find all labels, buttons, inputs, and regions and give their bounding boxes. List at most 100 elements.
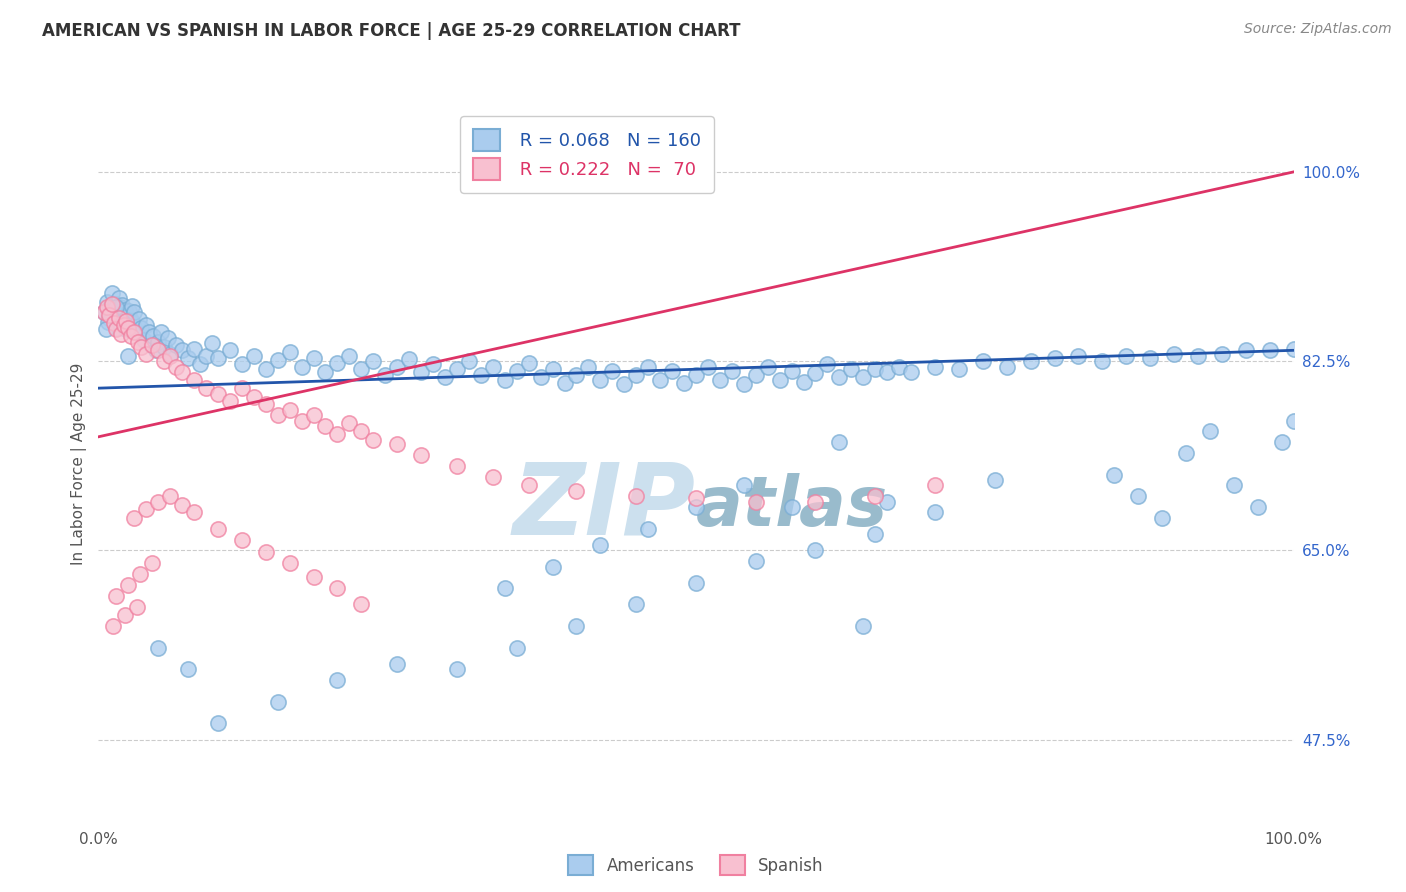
Point — [104, 297, 127, 311]
Point — [481, 470, 505, 484]
Point — [94, 321, 117, 335]
Point — [1222, 478, 1246, 492]
Point — [183, 506, 205, 520]
Point — [122, 316, 145, 330]
Text: Source: ZipAtlas.com: Source: ZipAtlas.com — [1244, 22, 1392, 37]
Point — [411, 365, 433, 379]
Point — [98, 308, 121, 322]
Point — [125, 599, 148, 614]
Point — [112, 316, 135, 330]
Point — [124, 305, 146, 319]
Point — [156, 331, 179, 345]
Point — [110, 327, 132, 342]
Point — [177, 662, 200, 676]
Point — [194, 349, 218, 363]
Point — [626, 489, 648, 503]
Y-axis label: In Labor Force | Age 25-29: In Labor Force | Age 25-29 — [72, 363, 87, 565]
Point — [183, 372, 205, 386]
Point — [1271, 435, 1294, 450]
Point — [411, 448, 433, 462]
Point — [107, 310, 129, 325]
Point — [103, 316, 125, 330]
Point — [302, 351, 325, 365]
Point — [278, 557, 301, 571]
Point — [326, 426, 349, 441]
Point — [446, 361, 468, 376]
Point — [96, 300, 118, 314]
Point — [128, 312, 150, 326]
Point — [626, 368, 648, 383]
Point — [602, 364, 624, 378]
Point — [98, 308, 122, 322]
Point — [470, 368, 492, 383]
Point — [589, 538, 612, 552]
Point — [98, 300, 122, 314]
Point — [165, 338, 187, 352]
Point — [374, 368, 396, 383]
Point — [117, 578, 139, 592]
Point — [924, 506, 946, 520]
Point — [863, 361, 887, 376]
Point — [685, 500, 707, 514]
Point — [142, 329, 165, 343]
Point — [278, 345, 301, 359]
Point — [363, 433, 385, 447]
Point — [756, 359, 779, 374]
Point — [804, 543, 827, 558]
Point — [804, 494, 827, 508]
Point — [129, 567, 152, 582]
Point — [1246, 500, 1268, 514]
Point — [194, 381, 218, 395]
Point — [745, 368, 768, 383]
Point — [350, 425, 373, 439]
Point — [541, 361, 564, 376]
Point — [207, 386, 229, 401]
Point — [278, 402, 301, 417]
Point — [103, 316, 125, 330]
Point — [733, 376, 755, 391]
Point — [900, 365, 922, 379]
Point — [165, 359, 187, 374]
Point — [112, 318, 135, 333]
Point — [120, 329, 142, 343]
Point — [529, 370, 551, 384]
Point — [93, 305, 115, 319]
Point — [207, 522, 229, 536]
Point — [1115, 349, 1137, 363]
Point — [267, 408, 290, 422]
Point — [995, 359, 1018, 374]
Point — [576, 359, 599, 374]
Point — [648, 372, 672, 386]
Point — [107, 307, 129, 321]
Point — [446, 458, 468, 473]
Point — [141, 338, 163, 352]
Point — [1102, 467, 1125, 482]
Point — [589, 372, 612, 386]
Point — [172, 365, 194, 379]
Point — [105, 320, 128, 334]
Point — [721, 364, 744, 378]
Point — [339, 416, 360, 430]
Point — [110, 310, 132, 325]
Point — [385, 657, 409, 671]
Point — [254, 545, 277, 559]
Point — [517, 478, 540, 492]
Point — [148, 494, 170, 508]
Point — [100, 285, 122, 300]
Point — [1211, 346, 1233, 360]
Point — [815, 357, 838, 371]
Point — [422, 357, 444, 371]
Point — [153, 340, 176, 354]
Point — [780, 364, 803, 378]
Point — [115, 314, 138, 328]
Point — [315, 419, 337, 434]
Point — [1019, 354, 1042, 368]
Point — [132, 333, 155, 347]
Point — [115, 321, 138, 335]
Point — [804, 366, 827, 380]
Point — [148, 640, 170, 655]
Point — [114, 303, 136, 318]
Point — [517, 356, 540, 370]
Point — [972, 354, 994, 368]
Point — [852, 619, 875, 633]
